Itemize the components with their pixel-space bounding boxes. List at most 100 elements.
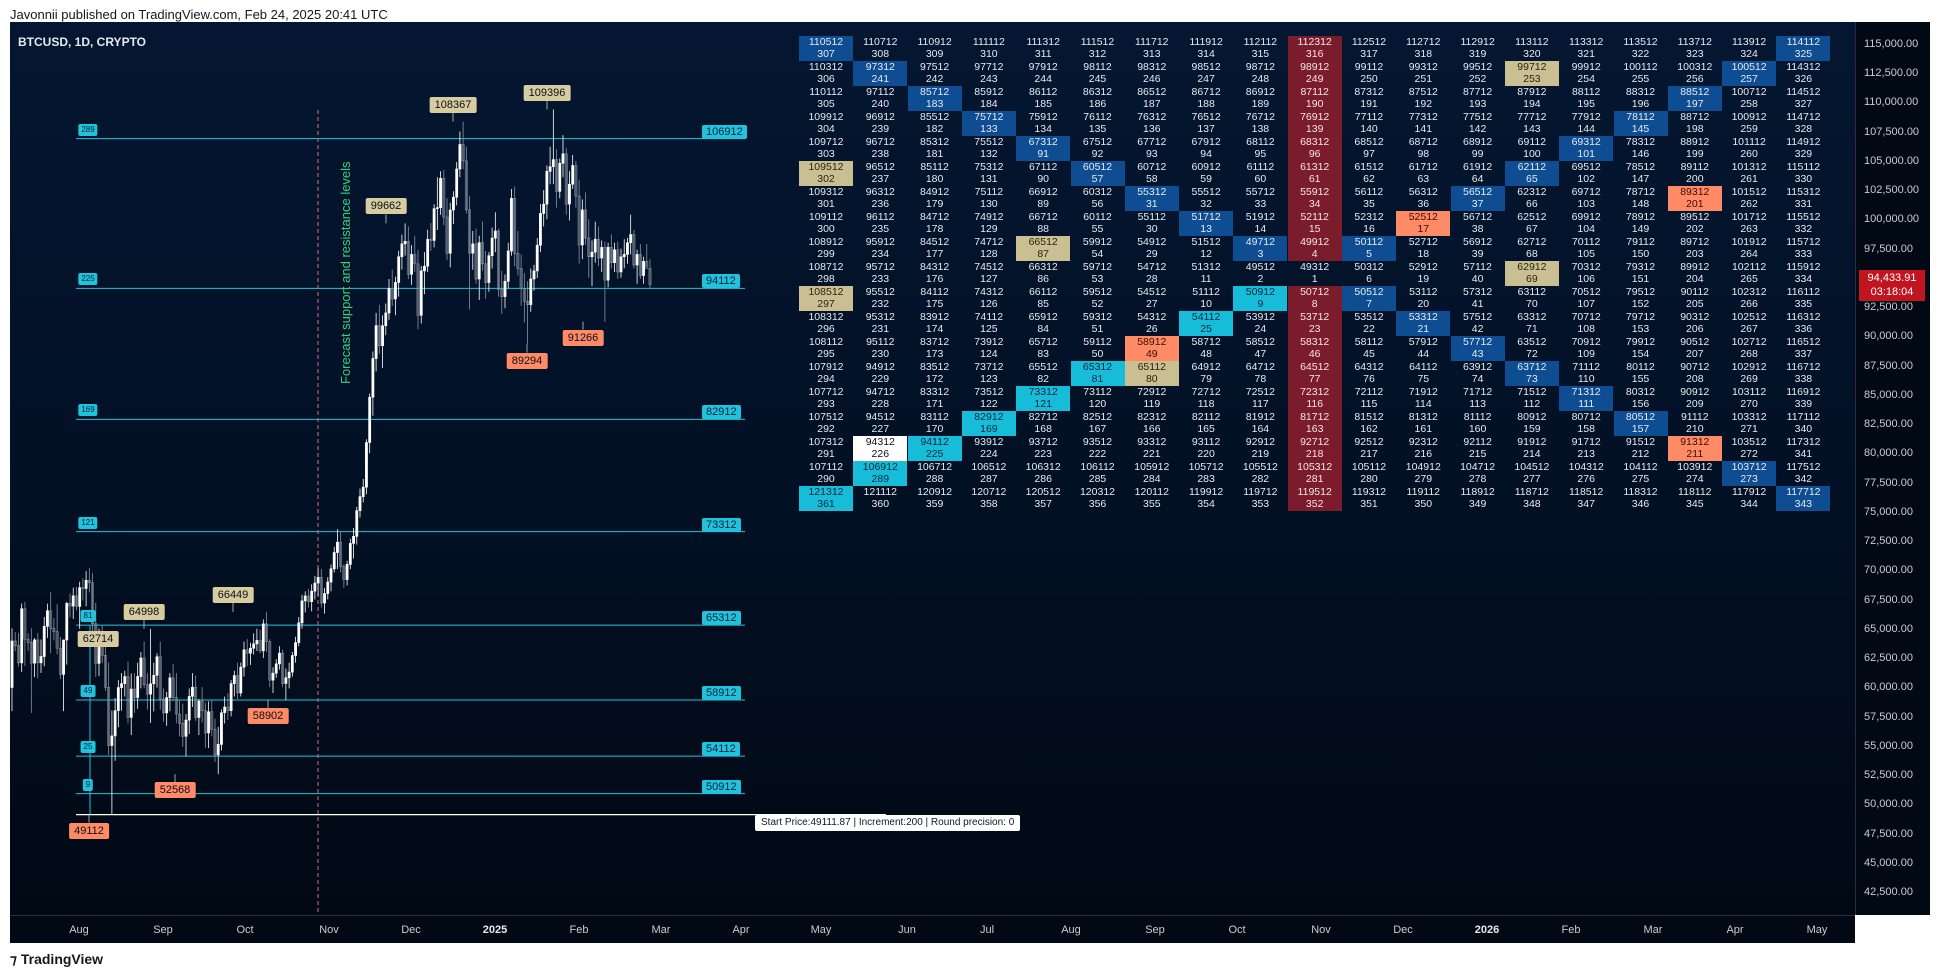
candle-body <box>58 647 62 675</box>
grid-cell: 69912 104 <box>1559 211 1613 236</box>
grid-cell: 69512 102 <box>1559 161 1613 186</box>
grid-cell: 64912 79 <box>1179 361 1233 386</box>
grid-cell: 110712 308 <box>853 36 907 61</box>
grid-cell-value: 99312 <box>1408 61 1438 73</box>
grid-cell-value: 57912 <box>1408 336 1438 348</box>
candle-body <box>197 700 201 718</box>
grid-cell: 110512 307 <box>799 36 853 61</box>
grid-cell: 109712 303 <box>799 136 853 161</box>
grid-cell: 66512 87 <box>1016 236 1071 261</box>
grid-cell: 75312 131 <box>962 161 1016 186</box>
price-axis[interactable]: 115,000.00 112,500.00 110,000.00 107,500.00… <box>1855 22 1930 915</box>
grid-cell-value: 108 <box>1577 323 1595 335</box>
grid-cell: 63312 71 <box>1505 311 1559 336</box>
grid-cell: 92112 215 <box>1451 436 1505 461</box>
start-price-info: Start Price:49111.87 | Increment:200 | R… <box>755 815 1021 831</box>
grid-cell: 102312 266 <box>1722 286 1776 311</box>
grid-cell-value: 71912 <box>1408 386 1438 398</box>
grid-cell-value: 92112 <box>1463 436 1492 448</box>
grid-cell-value: 171 <box>925 398 944 410</box>
price-tick-label: 87,500.00 <box>1864 359 1913 372</box>
grid-cell-value: 222 <box>1088 448 1107 460</box>
grid-cell-value: 112512 <box>1351 36 1387 48</box>
chart-plot-area[interactable]: BTCUSD, 1D, CRYPTO Forecast support and … <box>10 22 1855 915</box>
grid-cell: 77112 140 <box>1342 111 1396 136</box>
price-tick-label: 80,000.00 <box>1864 447 1913 460</box>
grid-cell-value: 85 <box>1037 298 1050 310</box>
grid-cell-value: 59512 <box>1082 286 1113 298</box>
candle-body <box>368 396 372 443</box>
grid-cell: 111112 310 <box>962 36 1016 61</box>
grid-cell: 109512 302 <box>799 161 853 186</box>
grid-cell-value: 314 <box>1197 48 1215 60</box>
grid-cell-value: 3 <box>1257 248 1264 260</box>
grid-cell: 91912 214 <box>1505 436 1559 461</box>
grid-cell-value: 115512 <box>1786 211 1821 223</box>
grid-cell: 112712 318 <box>1396 36 1450 61</box>
grid-cell-value: 55912 <box>1300 186 1330 198</box>
grid-cell-value: 88312 <box>1625 86 1656 98</box>
grid-cell-value: 101 <box>1577 148 1595 160</box>
grid-cell-value: 219 <box>1251 448 1270 460</box>
grid-cell: 51112 10 <box>1179 286 1233 311</box>
grid-cell: 49912 4 <box>1287 236 1342 261</box>
grid-cell-value: 355 <box>1143 498 1161 510</box>
grid-cell: 54712 28 <box>1125 261 1179 286</box>
candle-body <box>416 263 420 316</box>
grid-cell-value: 98712 <box>1245 61 1275 73</box>
grid-cell: 70712 108 <box>1559 311 1613 336</box>
candle-body <box>129 688 133 718</box>
grid-cell-value: 210 <box>1686 423 1704 435</box>
grid-cell: 118912 349 <box>1451 486 1505 511</box>
grid-cell-value: 124 <box>980 348 998 360</box>
grid-cell-value: 115712 <box>1786 236 1821 248</box>
grid-cell-value: 66112 <box>1028 286 1058 298</box>
candle-body <box>629 234 633 244</box>
grid-cell-value: 76912 <box>1300 111 1330 123</box>
grid-cell-value: 99912 <box>1571 61 1601 73</box>
candle-body <box>116 687 120 711</box>
time-axis[interactable]: Aug Sep Oct Nov Dec 2025 Feb Mar Apr May Jun Jul Aug… <box>10 915 1855 944</box>
grid-cell: 91512 212 <box>1614 436 1668 461</box>
price-tick-label: 77,500.00 <box>1864 476 1913 489</box>
tradingview-logo[interactable]: ⁊ TradingView <box>10 951 103 968</box>
time-tick-label: Jun <box>898 924 916 936</box>
grid-cell-value: 81912 <box>1245 411 1275 423</box>
grid-cell-value: 91312 <box>1680 436 1710 448</box>
grid-cell-value: 90912 <box>1680 386 1710 398</box>
grid-cell-value: 1 <box>1311 273 1318 285</box>
candle-body <box>152 675 156 685</box>
tradingview-logo-text: TradingView <box>20 951 104 967</box>
grid-cell-value: 64 <box>1471 173 1484 185</box>
grid-cell: 58312 46 <box>1287 336 1342 361</box>
grid-cell-value: 75112 <box>974 186 1004 198</box>
grid-cell-value: 79912 <box>1625 336 1656 348</box>
grid-cell-value: 114512 <box>1786 86 1821 98</box>
grid-cell: 80712 158 <box>1559 411 1613 436</box>
symbol-title[interactable]: BTCUSD, 1D, CRYPTO <box>18 35 147 49</box>
grid-cell-value: 198 <box>1686 123 1704 135</box>
grid-cell-value: 297 <box>817 298 835 310</box>
level-index-label: 225 <box>78 273 98 286</box>
grid-cell: 54512 27 <box>1125 286 1179 311</box>
grid-cell-value: 93512 <box>1082 436 1113 448</box>
grid-cell: 106312 286 <box>1016 461 1070 486</box>
grid-cell: 106512 287 <box>962 461 1016 486</box>
grid-cell: 76312 136 <box>1125 111 1179 136</box>
grid-cell-value: 95312 <box>865 311 895 323</box>
grid-cell: 60512 57 <box>1070 161 1125 186</box>
grid-cell-value: 98912 <box>1300 61 1330 73</box>
grid-cell-value: 73712 <box>974 361 1004 373</box>
price-tick-label: 70,000.00 <box>1864 564 1913 577</box>
grid-cell-value: 56512 <box>1462 186 1493 198</box>
grid-cell-value: 220 <box>1197 448 1215 460</box>
grid-cell-value: 49312 <box>1300 261 1330 273</box>
chart-svg <box>10 100 886 915</box>
grid-cell: 62712 68 <box>1505 236 1559 261</box>
grid-cell: 71512 112 <box>1505 386 1559 411</box>
time-tick-label: Sep <box>153 924 173 936</box>
grid-cell: 77912 144 <box>1559 111 1613 136</box>
grid-cell-value: 104912 <box>1405 461 1441 473</box>
grid-cell-value: 86712 <box>1191 86 1221 98</box>
grid-cell: 105112 280 <box>1342 461 1396 486</box>
